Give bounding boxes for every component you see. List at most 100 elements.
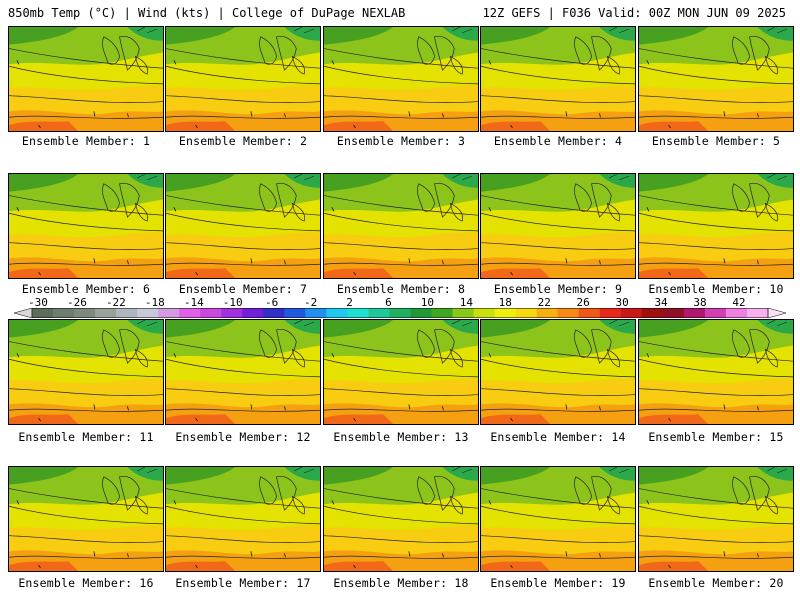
colorbar-swatch (326, 308, 348, 318)
temperature-colorbar: -30 -26 -22 -18 -14 -10 -6 -2 2 6 10 14 18 22 26 30 34 38… (14, 296, 786, 320)
colorbar-min-arrow (14, 308, 33, 318)
member-label: Ensemble Member: 13 (333, 430, 469, 444)
member-label: Ensemble Member: 7 (178, 282, 308, 296)
member-map (639, 467, 793, 571)
colorbar-swatch (473, 308, 496, 318)
member-map-panel (480, 319, 636, 425)
colorbar-scale (14, 308, 786, 318)
colorbar-swatch (95, 308, 117, 318)
member-label: Ensemble Member: 11 (18, 430, 154, 444)
colorbar-swatch (284, 308, 306, 318)
member-label: Ensemble Member: 12 (175, 430, 311, 444)
member-label: Ensemble Member: 6 (21, 282, 151, 296)
member-map (166, 467, 320, 571)
member-label: Ensemble Member: 9 (493, 282, 623, 296)
colorbar-swatch (74, 308, 96, 318)
colorbar-tick-label: 6 (385, 296, 392, 309)
member-label: Ensemble Member: 1 (21, 134, 151, 148)
member-map-panel (480, 173, 636, 279)
member-map (324, 467, 478, 571)
member-map-panel (8, 173, 164, 279)
member-map-panel (165, 26, 321, 132)
member-label: Ensemble Member: 16 (18, 576, 154, 590)
colorbar-swatch (578, 308, 601, 318)
colorbar-swatch (452, 308, 474, 318)
colorbar-tick-label: 22 (537, 296, 551, 309)
member-map-panel (323, 466, 479, 572)
member-map (166, 174, 320, 278)
colorbar-swatch (494, 308, 517, 318)
member-map (324, 320, 478, 424)
member-label: Ensemble Member: 19 (490, 576, 626, 590)
member-label: Ensemble Member: 18 (333, 576, 469, 590)
header: 850mb Temp (°C) | Wind (kts) | College o… (0, 0, 800, 24)
member-map-panel (165, 466, 321, 572)
colorbar-swatch (263, 308, 285, 318)
member-map (9, 27, 163, 131)
member-map (639, 27, 793, 131)
colorbar-tick-label: -18 (144, 296, 165, 309)
member-label: Ensemble Member: 5 (651, 134, 781, 148)
colorbar-tick-label: -6 (265, 296, 279, 309)
member-map-panel (638, 466, 794, 572)
colorbar-tick-labels: -30 -26 -22 -18 -14 -10 -6 -2 2 6 10 14 18 22 26 30 34 38… (14, 296, 786, 309)
member-label: Ensemble Member: 8 (336, 282, 466, 296)
colorbar-tick-label: 38 (693, 296, 707, 309)
colorbar-tick-label: -10 (222, 296, 243, 309)
colorbar-tick-label: 14 (459, 296, 473, 309)
member-map (639, 320, 793, 424)
colorbar-swatch (515, 308, 538, 318)
member-map-panel (323, 26, 479, 132)
colorbar-tick-label: -26 (67, 296, 87, 309)
map-title: 850mb Temp (°C) | Wind (kts) | College o… (8, 6, 406, 20)
member-label: Ensemble Member: 2 (178, 134, 308, 148)
colorbar-swatch (368, 308, 390, 318)
colorbar-swatch (746, 308, 769, 318)
colorbar-swatch (347, 308, 369, 318)
colorbar-swatch (725, 308, 748, 318)
colorbar-swatch (116, 308, 138, 318)
colorbar-swatch (431, 308, 453, 318)
colorbar-tick-label: 34 (654, 296, 668, 309)
member-map-panel (165, 173, 321, 279)
member-map-panel (480, 466, 636, 572)
colorbar-tick-label: 2 (346, 296, 353, 309)
colorbar-swatch (53, 308, 75, 318)
colorbar-swatch (179, 308, 201, 318)
member-map-panel (8, 319, 164, 425)
member-map (9, 320, 163, 424)
colorbar-swatch (557, 308, 580, 318)
colorbar-swatch (137, 308, 159, 318)
colorbar-tick-label: -2 (303, 296, 318, 309)
colorbar-swatch (410, 308, 432, 318)
colorbar-tick-label: 10 (420, 296, 435, 309)
colorbar-swatch (599, 308, 622, 318)
colorbar-tick-label: 30 (615, 296, 629, 309)
member-map (481, 320, 635, 424)
member-map (481, 174, 635, 278)
colorbar-swatch (536, 308, 559, 318)
member-map (324, 174, 478, 278)
member-label: Ensemble Member: 20 (648, 576, 784, 590)
colorbar-tick-label: -14 (183, 296, 204, 309)
member-map (166, 27, 320, 131)
member-map-panel (480, 26, 636, 132)
colorbar-swatch (641, 308, 664, 318)
colorbar-max-arrow (767, 308, 786, 318)
member-label: Ensemble Member: 17 (175, 576, 311, 590)
colorbar-swatch (242, 308, 264, 318)
colorbar-tick-label: -22 (105, 296, 126, 309)
colorbar-tick-label: 18 (498, 296, 512, 309)
member-map (481, 27, 635, 131)
colorbar-swatch (200, 308, 222, 318)
member-map (9, 467, 163, 571)
member-label: Ensemble Member: 4 (493, 134, 623, 148)
member-label: Ensemble Member: 3 (336, 134, 466, 148)
colorbar-tick-label: -30 (28, 296, 48, 309)
member-map (639, 174, 793, 278)
colorbar-tick-label: 42 (732, 296, 746, 309)
colorbar-swatch (158, 308, 180, 318)
colorbar-swatch (305, 308, 327, 318)
member-map-panel (638, 26, 794, 132)
member-map-panel (638, 319, 794, 425)
